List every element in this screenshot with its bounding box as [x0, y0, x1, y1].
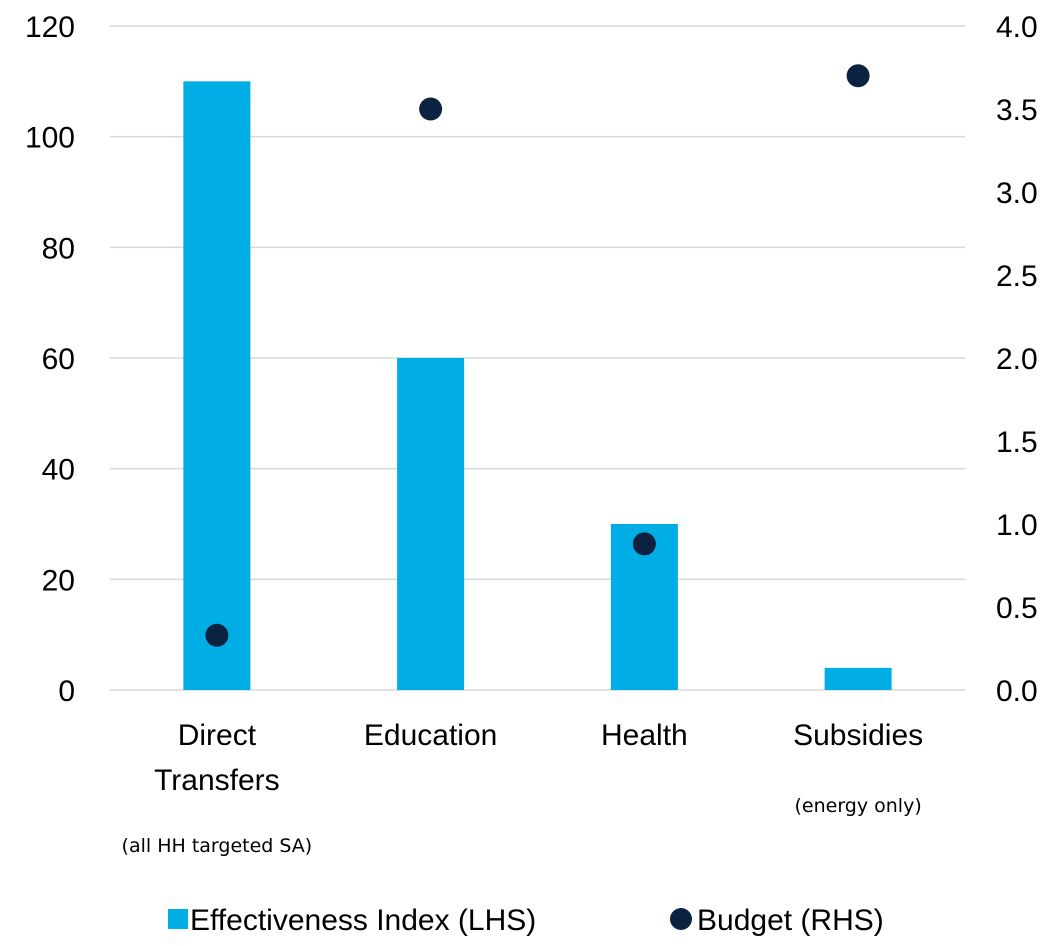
right-tick-label: 3.5: [996, 94, 1038, 127]
category-label: Direct: [178, 719, 257, 752]
legend-label-budget: Budget (RHS): [697, 904, 884, 937]
left-tick-label: 60: [42, 343, 75, 376]
legend-bar-swatch: [168, 909, 188, 929]
right-tick-label: 2.0: [996, 343, 1038, 376]
right-tick-label: 4.0: [996, 11, 1038, 44]
gridlines: [110, 25, 965, 691]
left-tick-label: 40: [42, 454, 75, 487]
category-note: (energy only): [794, 795, 921, 817]
category-label: Education: [364, 719, 497, 752]
right-axis-ticks: 0.0 0.5 1.0 1.5 2.0 2.5 3.0 3.5 4.0: [996, 11, 1038, 708]
budget-point-direct-transfers: [205, 623, 229, 647]
left-tick-label: 0: [58, 675, 75, 708]
legend-label-effectiveness: Effectiveness Index (LHS): [190, 904, 536, 937]
budget-point-subsidies: [846, 64, 870, 88]
category-labels: Direct Transfers Education Health Subsidies (…: [122, 719, 924, 857]
right-tick-label: 0.5: [996, 592, 1038, 625]
right-tick-label: 1.0: [996, 509, 1038, 542]
category-label: Transfers: [154, 764, 280, 797]
left-axis-ticks: 0 20 40 60 80 100 120: [25, 11, 75, 708]
category-note: (all HH targeted SA): [122, 835, 313, 857]
left-tick-label: 20: [42, 564, 75, 597]
right-tick-label: 3.0: [996, 177, 1038, 210]
bars: [183, 81, 892, 691]
bar-subsidies: [824, 667, 892, 690]
bar-education: [397, 358, 465, 690]
left-tick-label: 100: [25, 122, 75, 155]
left-tick-label: 80: [42, 232, 75, 265]
budget-point-education: [419, 97, 443, 121]
left-tick-label: 120: [25, 11, 75, 44]
category-label: Subsidies: [793, 719, 923, 752]
legend: Effectiveness Index (LHS) Budget (RHS): [168, 904, 884, 937]
bar-direct-transfers: [183, 81, 251, 691]
right-tick-label: 1.5: [996, 426, 1038, 459]
category-label: Health: [601, 719, 688, 752]
budget-point-health: [632, 532, 656, 556]
right-tick-label: 0.0: [996, 675, 1038, 708]
budget-points: [205, 64, 870, 647]
right-tick-label: 2.5: [996, 260, 1038, 293]
legend-point-swatch: [670, 908, 692, 930]
